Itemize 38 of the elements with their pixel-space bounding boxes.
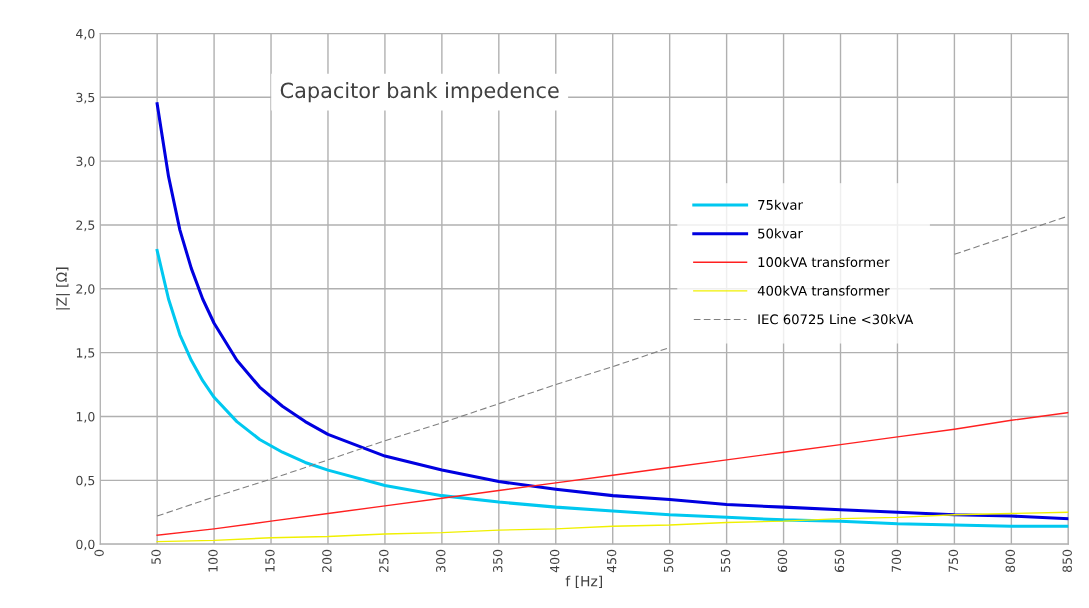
legend-label: 75kvar	[758, 199, 803, 210]
legend-label: 400kVA transformer	[757, 285, 890, 296]
y-tick-label: 3,5	[76, 92, 95, 104]
legend-label: IEC 60725 Line <30kVA	[758, 314, 914, 325]
x-tick-label: 200	[322, 549, 332, 572]
x-tick-label: 800	[1005, 549, 1015, 573]
legend-label: 50kvar	[758, 228, 803, 239]
line-series	[155, 102, 1069, 521]
x-tick-label: 450	[606, 549, 617, 573]
x-tick-label: 750	[948, 549, 959, 572]
x-tick-label: 650	[834, 549, 845, 573]
x-tick-label: 400	[549, 549, 560, 573]
x-tick-label: 150	[265, 549, 275, 572]
y-tick-label: 0,5	[76, 475, 95, 487]
y-tick-label: 1,5	[76, 348, 95, 359]
x-tick-label: 500	[663, 549, 674, 572]
x-tick-label: 600	[777, 549, 788, 573]
x-tick-label: 550	[720, 549, 731, 572]
text: Capacitor bank impedence	[280, 82, 559, 103]
y-axis-title: |Z| [Ω]	[56, 267, 70, 310]
y-tick-label: 0,0	[76, 539, 95, 551]
y-tick-label: 1,0	[76, 411, 95, 423]
line-series	[156, 511, 1069, 543]
x-axis-title: f [Hz]	[565, 575, 602, 589]
y-tick-label: 3,0	[76, 156, 95, 168]
x-tick-label: 100	[208, 549, 218, 572]
x-tick-label: 0	[94, 549, 104, 557]
x-tick-label: 300	[436, 549, 446, 572]
x-tick-label: 50	[151, 549, 161, 564]
x-tick-label: 350	[493, 549, 503, 572]
x-tick-label: 250	[379, 549, 389, 572]
y-tick-label: 2,5	[76, 220, 95, 232]
line-series	[156, 411, 1069, 536]
x-tick-label: 850	[1062, 549, 1072, 573]
y-tick-label: 2,0	[76, 284, 95, 295]
y-tick-label: 4,0	[76, 28, 95, 40]
x-tick-label: 700	[891, 549, 902, 572]
legend-label: 100kVA transformer	[758, 256, 890, 268]
